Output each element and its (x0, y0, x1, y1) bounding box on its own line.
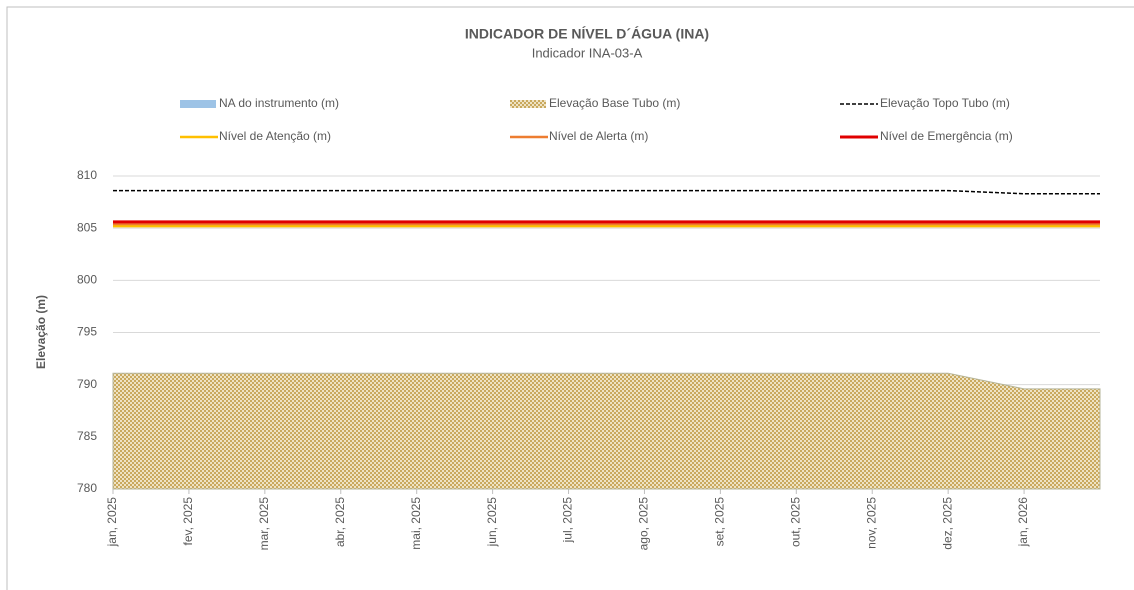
x-tick-label: dez, 2025 (940, 497, 954, 550)
chart-subtitle: Indicador INA-03-A (532, 45, 643, 60)
x-tick-label: jun, 2025 (485, 497, 499, 548)
series-line (113, 189, 1100, 195)
frame (6, 6, 1134, 590)
y-tick-label: 810 (77, 168, 97, 182)
x-tick-label: out, 2025 (788, 497, 802, 547)
legend-label: Nível de Alerta (m) (549, 129, 648, 143)
x-tick-label: fev, 2025 (181, 497, 195, 546)
x-tick-label: abr, 2025 (333, 497, 347, 547)
legend-label: Nível de Atenção (m) (219, 129, 331, 143)
y-axis-label: Elevação (m) (34, 295, 48, 369)
x-tick-label: ago, 2025 (637, 497, 651, 551)
x-tick-label: jul, 2025 (561, 497, 575, 544)
legend-label: Elevação Topo Tubo (m) (880, 96, 1010, 110)
area (112, 372, 1101, 490)
x-tick-label: mar, 2025 (257, 497, 271, 551)
y-tick-label: 785 (77, 429, 97, 443)
legend-swatch (510, 100, 546, 108)
x-tick-label: jan, 2025 (105, 497, 119, 548)
legend-label: Nível de Emergência (m) (880, 129, 1013, 143)
y-tick-label: 795 (77, 325, 97, 339)
legend-label: NA do instrumento (m) (219, 96, 339, 110)
legend-label: Elevação Base Tubo (m) (549, 96, 680, 110)
chart-title: INDICADOR DE NÍVEL D´ÁGUA (INA) (465, 26, 709, 42)
x-tick-label: nov, 2025 (864, 497, 878, 549)
x-tick-label: mai, 2025 (409, 497, 423, 550)
y-tick-label: 800 (77, 273, 97, 287)
x-tick-label: set, 2025 (713, 497, 727, 547)
x-tick-label: jan, 2026 (1016, 497, 1030, 548)
y-tick-label: 805 (77, 220, 97, 234)
y-tick-label: 780 (77, 481, 97, 495)
legend-swatch (180, 100, 216, 108)
y-tick-label: 790 (77, 377, 97, 391)
